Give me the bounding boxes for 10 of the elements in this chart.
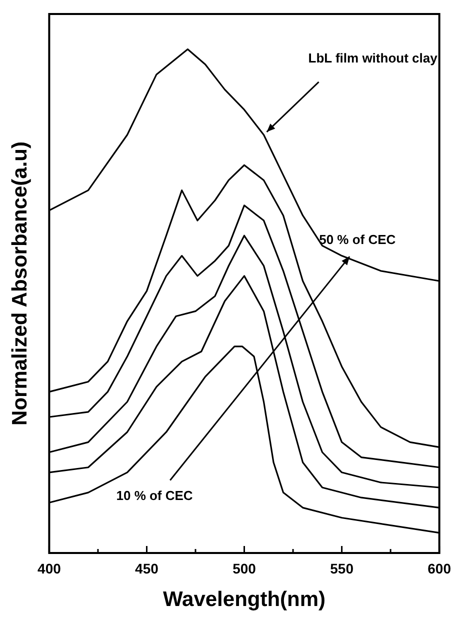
- x-tick-label: 400: [38, 560, 62, 576]
- x-tick-label: 500: [232, 560, 256, 576]
- x-tick-label: 550: [330, 560, 354, 576]
- x-axis-title: Wavelength(nm): [162, 588, 326, 612]
- annotation: 10 % of CEC: [116, 488, 194, 503]
- x-tick-label: 450: [135, 560, 159, 576]
- x-tick-label: 600: [428, 560, 452, 576]
- y-axis-title: Normalized Absorbance(a.u): [8, 142, 32, 426]
- annotation: 50 % of CEC: [319, 232, 396, 247]
- annotation: LbL film without clay: [308, 50, 438, 66]
